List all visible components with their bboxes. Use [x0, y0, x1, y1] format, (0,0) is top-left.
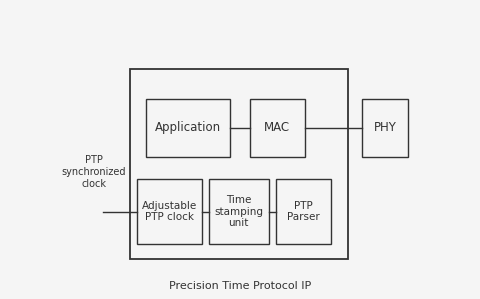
Text: Precision Time Protocol IP: Precision Time Protocol IP [169, 280, 311, 291]
Text: Time
stamping
unit: Time stamping unit [214, 195, 264, 228]
Bar [362, 99, 408, 157]
Bar [130, 69, 348, 259]
Text: PHY: PHY [374, 121, 396, 134]
Bar [146, 99, 230, 157]
Bar [137, 179, 202, 244]
Bar [250, 99, 305, 157]
Text: MAC: MAC [264, 121, 290, 134]
Text: Adjustable
PTP clock: Adjustable PTP clock [142, 201, 197, 222]
Bar [209, 179, 269, 244]
Bar [276, 179, 331, 244]
Text: PTP
Parser: PTP Parser [287, 201, 320, 222]
Text: Application: Application [156, 121, 221, 134]
Text: PTP
synchronized
clock: PTP synchronized clock [61, 155, 126, 189]
